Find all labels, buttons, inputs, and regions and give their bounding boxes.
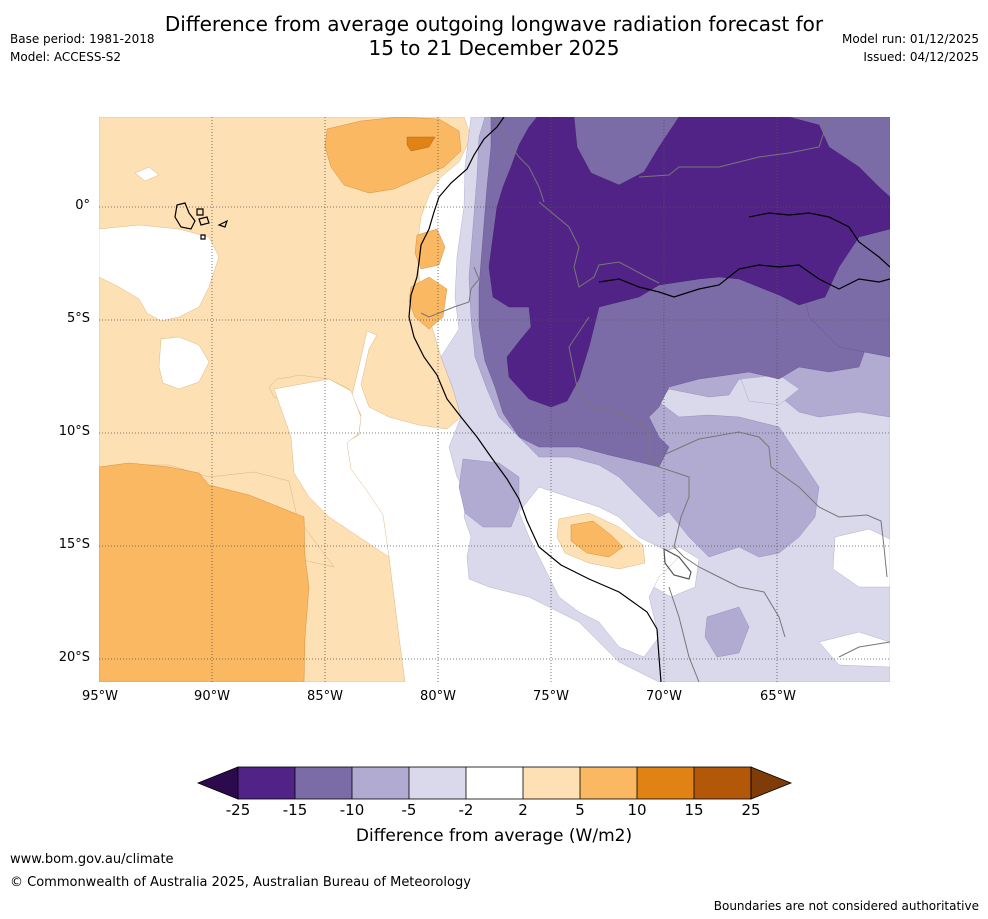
colorbar-tick-neg5: -5	[401, 801, 417, 819]
colorbar-segment-neg25-neg15	[238, 767, 295, 799]
lat-label-5s: 5°S	[66, 311, 90, 326]
border-bolivia-brazil	[658, 431, 888, 578]
lat-label-0: 0°	[75, 198, 90, 213]
coastline-north-east	[748, 212, 890, 268]
coastline	[408, 117, 890, 682]
copyright-text: © Commonwealth of Australia 2025, Austra…	[10, 875, 471, 890]
model-run-text: Model run: 01/12/2025	[841, 32, 979, 46]
meta-right: Model run: 01/12/2025 Issued: 04/12/2025	[842, 30, 979, 66]
title-line-2: 15 to 21 December 2025	[368, 36, 620, 60]
graticule	[99, 117, 890, 682]
lat-label-20s: 20°S	[58, 650, 90, 665]
border-venezuela-brazil	[638, 117, 830, 178]
colorbar-tick-15: 15	[684, 801, 704, 819]
continent-neutral-spot-1	[832, 528, 890, 588]
country-borders	[420, 117, 890, 682]
lon-label-90w: 90°W	[194, 689, 230, 704]
border-colombia-peru	[538, 201, 660, 288]
colorbar-tick-neg10: -10	[339, 801, 365, 819]
lon-label-80w: 80°W	[420, 689, 456, 704]
lake-titicaca	[663, 547, 692, 580]
olr-anomaly-map	[99, 117, 890, 682]
colorbar-tick-neg15: -15	[282, 801, 308, 819]
lon-label-95w: 95°W	[82, 689, 118, 704]
coastal-positive-core-15s	[570, 520, 624, 558]
colorbar-segment-15-25	[694, 767, 751, 799]
colorbar-title: Difference from average (W/m2)	[355, 826, 633, 846]
coastline-amazon-river	[598, 264, 890, 298]
colorbar-tick-neg25: -25	[225, 801, 251, 819]
issued-text: Issued: 04/12/2025	[863, 50, 979, 64]
coastline-pacific	[408, 117, 662, 682]
model-text: Model: ACCESS-S2	[10, 50, 122, 64]
galapagos-island-5	[200, 234, 206, 240]
lat-label-15s: 15°S	[58, 537, 90, 552]
chart-title: Difference from average outgoing longwav…	[0, 12, 988, 60]
website-text: www.bom.gov.au/climate	[10, 852, 174, 867]
colorbar-tick-10: 10	[627, 801, 647, 819]
lon-label-65w: 65°W	[760, 689, 796, 704]
colorbar	[196, 766, 793, 800]
colorbar-segment-10-15	[637, 767, 694, 799]
galapagos-isabela	[174, 202, 196, 230]
pacific-neutral-spot-1	[158, 336, 210, 390]
colorbar-segment-2-5	[523, 767, 580, 799]
coastal-negative-region-south	[458, 458, 520, 528]
colorbar-extend-min	[196, 766, 239, 800]
base-period-text: Base period: 1981-2018	[10, 32, 155, 46]
colorbar-segment-5-10	[580, 767, 637, 799]
pacific-neutral-region-south	[273, 378, 390, 558]
border-peru-bolivia	[568, 316, 786, 638]
pacific-positive-region-south	[99, 462, 310, 682]
colorbar-segment-neg15-neg10	[295, 767, 352, 799]
pacific-strong-positive-spot	[406, 136, 436, 152]
colorbar-dividers	[237, 766, 752, 800]
colorbar-tick-2: 2	[518, 801, 528, 819]
amazon-strong-negative-core	[488, 117, 890, 408]
border-colombia-north	[493, 117, 545, 203]
colorbar-segment-neg2-2	[466, 767, 523, 799]
galapagos-island-3	[198, 216, 210, 226]
disclaimer-text: Boundaries are not considered authoritat…	[713, 899, 979, 913]
galapagos-island-4	[217, 219, 229, 228]
colorbar-tick-25: 25	[741, 801, 761, 819]
colorbar-segment-neg5-neg2	[409, 767, 466, 799]
pacific-positive-region-north	[324, 117, 462, 194]
pacific-neutral-spot-2	[134, 166, 160, 182]
border-ecuador-peru	[420, 266, 480, 318]
southern-negative-spot	[704, 606, 750, 658]
colorbar-tick-5: 5	[575, 801, 585, 819]
pacific-neutral-region-west	[99, 224, 220, 322]
meta-left: Base period: 1981-2018 Model: ACCESS-S2	[10, 30, 155, 66]
lon-label-75w: 75°W	[533, 689, 569, 704]
colorbar-segment-neg10-neg5	[352, 767, 409, 799]
galapagos-island-2	[196, 208, 204, 216]
lon-label-85w: 85°W	[307, 689, 343, 704]
title-line-1: Difference from average outgoing longwav…	[164, 12, 824, 36]
border-chile-argentina	[668, 586, 700, 682]
colorbar-extend-max	[750, 766, 793, 800]
lat-label-10s: 10°S	[58, 424, 90, 439]
border-paraguay	[838, 641, 890, 658]
galapagos-islands	[174, 202, 229, 240]
coastal-positive-blob-1	[414, 228, 446, 270]
lon-label-70w: 70°W	[646, 689, 682, 704]
colorbar-tick-neg2: -2	[458, 801, 474, 819]
